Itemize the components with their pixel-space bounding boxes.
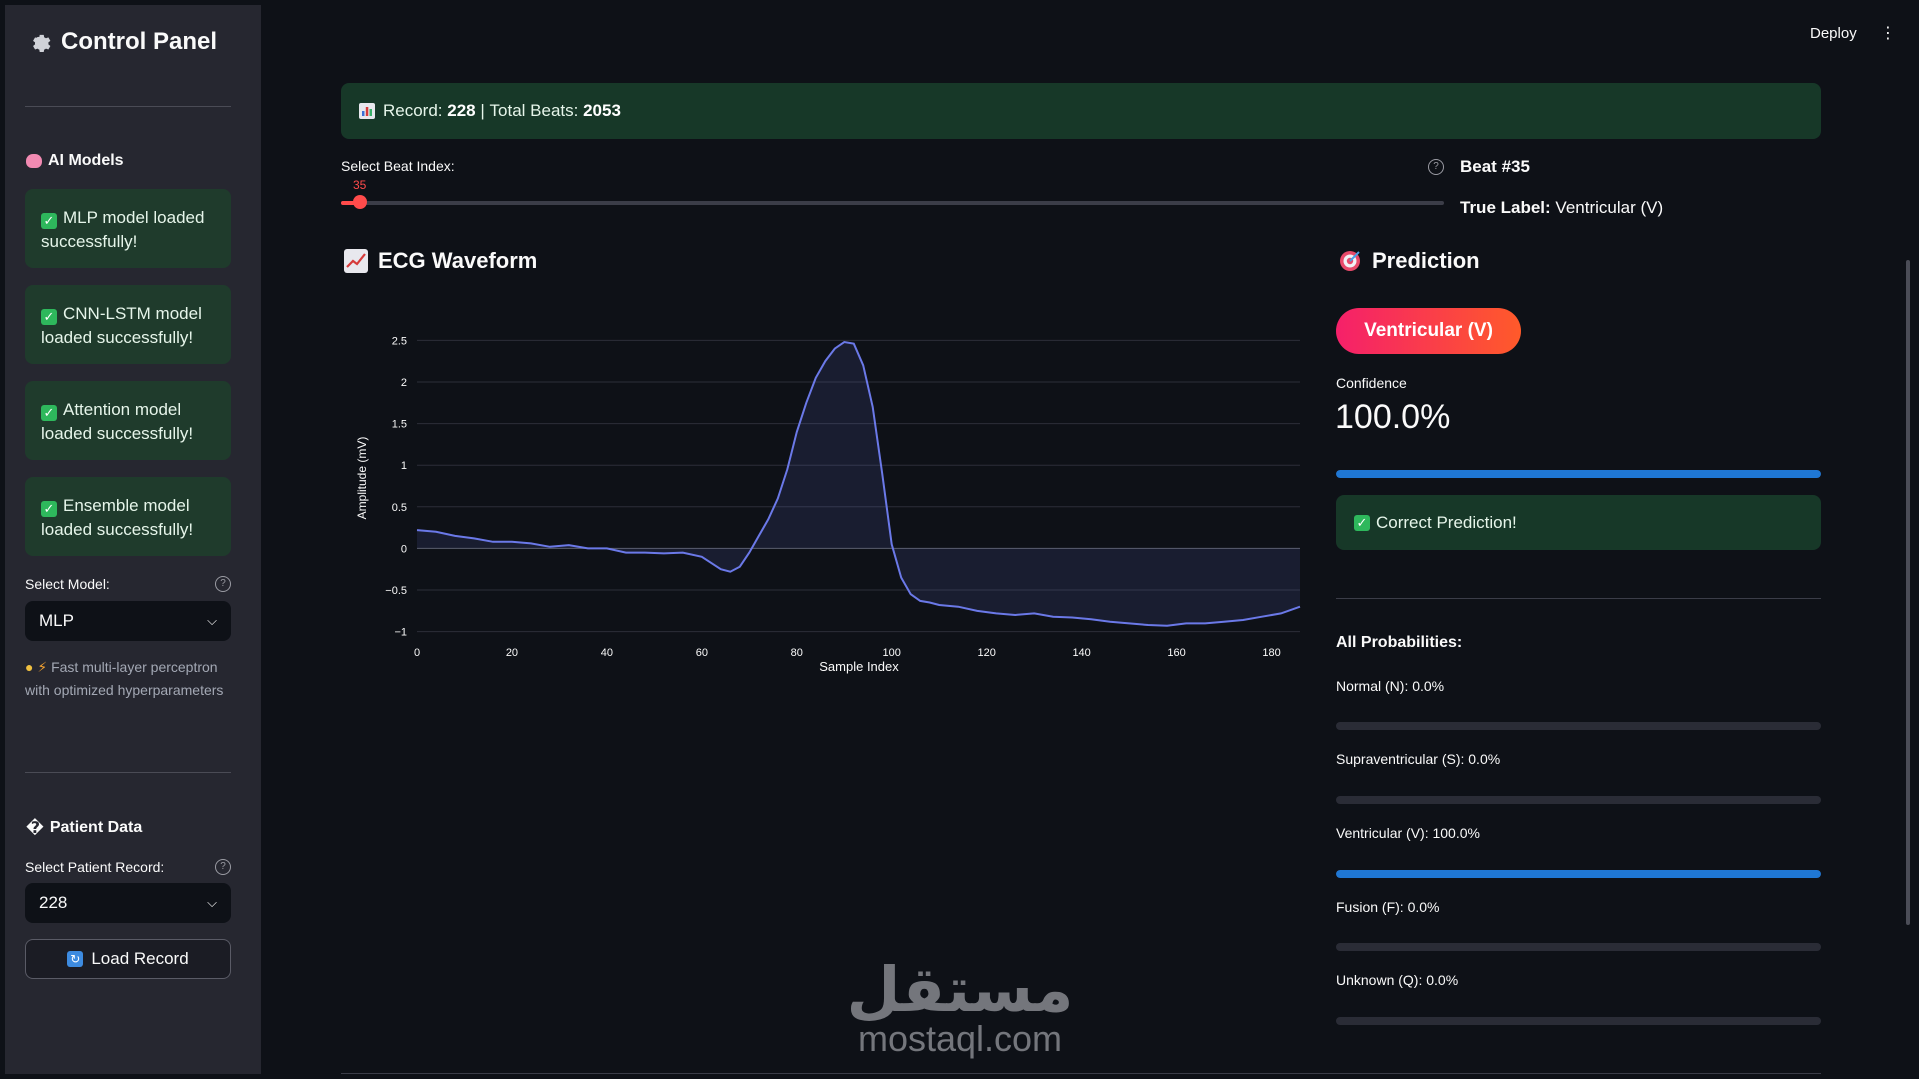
select-model-label: Select Model: ? (25, 576, 231, 592)
ecg-chart: −1 −0.5 0 0.5 1 1.5 2 2.5 0 20 40 60 80 100 120 140 160 1… (355, 335, 1301, 674)
watermark-arabic: مستقل (846, 953, 1074, 1026)
prediction-badge: Ventricular (V) (1336, 308, 1521, 354)
x-tick-label: 0 (414, 647, 420, 659)
sidebar-divider (25, 106, 231, 107)
prediction-divider (1336, 598, 1821, 599)
ensemble-loaded-alert: ✓ Ensemble model loaded successfully! (25, 477, 231, 556)
slider-fill (341, 201, 360, 205)
gear-icon (33, 34, 51, 52)
lightbulb-icon: ● (25, 659, 34, 675)
lightning-icon: ⚡ (37, 659, 48, 675)
y-tick-label: −1 (394, 627, 407, 639)
y-tick-label: −0.5 (385, 585, 407, 597)
attention-loaded-alert: ✓ Attention model loaded successfully! (25, 381, 231, 460)
x-tick-label: 60 (696, 647, 708, 659)
model-caption: ● ⚡ Fast multi-layer perceptron with opt… (25, 659, 224, 698)
help-icon[interactable]: ? (215, 576, 231, 592)
deploy-button[interactable]: Deploy (1810, 25, 1857, 42)
help-icon[interactable]: ? (1428, 159, 1444, 175)
record-select[interactable]: 228 ⌵ (25, 883, 231, 923)
y-tick-label: 1 (401, 460, 407, 472)
target-icon (1340, 251, 1360, 271)
beat-index-slider[interactable] (341, 195, 1444, 209)
prob-bar-normal (1336, 722, 1821, 730)
true-label: True Label: Ventricular (V) (1460, 198, 1664, 217)
y-tick-label: 0 (401, 543, 407, 555)
patient-data-heading: � Patient Data (26, 819, 143, 837)
prob-label-ventricular: Ventricular (V): 100.0% (1336, 825, 1480, 841)
record-info-bar: Record: 228 | Total Beats: 2053 (341, 83, 1821, 139)
confidence-bar-fill (1336, 470, 1821, 478)
confidence-label: Confidence (1336, 375, 1407, 391)
prob-bar-ventricular (1336, 870, 1821, 878)
check-icon: ✓ (1354, 514, 1370, 531)
ai-models-heading: AI Models (26, 152, 124, 170)
beat-index-value: 35 (353, 178, 367, 192)
check-icon: ✓ (41, 213, 57, 229)
check-icon: ✓ (41, 405, 57, 421)
x-tick-label: 140 (1072, 647, 1090, 659)
prob-bar-unknown (1336, 1017, 1821, 1025)
beat-index-label: Select Beat Index: (341, 158, 455, 174)
ecg-waveform-heading: ECG Waveform (344, 248, 537, 274)
x-axis-label: Sample Index (819, 659, 899, 674)
confidence-value: 100.0% (1335, 398, 1451, 436)
help-icon[interactable]: ? (215, 859, 231, 875)
chevron-down-icon: ⌵ (207, 613, 217, 628)
sidebar-title-text: Control Panel (61, 28, 218, 55)
x-tick-label: 80 (791, 647, 803, 659)
select-record-label: Select Patient Record: ? (25, 859, 231, 875)
prob-label-fusion: Fusion (F): 0.0% (1336, 899, 1440, 915)
prob-bar-fusion (1336, 943, 1821, 951)
check-icon: ✓ (41, 501, 57, 517)
load-record-button[interactable]: ↻ Load Record (25, 939, 231, 979)
more-options-icon[interactable]: ⋮ (1880, 25, 1896, 42)
prob-bar-fill (1336, 870, 1821, 878)
unknown-glyph-icon: � (26, 820, 44, 837)
watermark-latin: mostaql.com (857, 1018, 1063, 1059)
y-tick-label: 1.5 (392, 419, 407, 431)
beat-title: Beat #35 (1460, 157, 1530, 176)
confidence-bar (1336, 470, 1821, 478)
y-tick-label: 2 (401, 377, 407, 389)
chevron-down-icon: ⌵ (207, 895, 217, 910)
refresh-icon: ↻ (67, 951, 84, 967)
y-axis-label: Amplitude (mV) (355, 437, 369, 520)
x-tick-label: 100 (883, 647, 901, 659)
prob-label-unknown: Unknown (Q): 0.0% (1336, 972, 1459, 988)
all-probabilities-heading: All Probabilities: (1336, 634, 1463, 651)
x-tick-label: 160 (1167, 647, 1185, 659)
bar-chart-icon (359, 103, 375, 119)
page-scrollbar[interactable] (1906, 260, 1910, 925)
bottom-divider (341, 1073, 1821, 1074)
model-select[interactable]: MLP ⌵ (25, 601, 231, 641)
sidebar-divider (25, 772, 231, 773)
x-tick-label: 40 (601, 647, 613, 659)
chart-increasing-icon (344, 249, 368, 273)
slider-thumb[interactable] (352, 195, 367, 209)
cnn-lstm-loaded-alert: ✓ CNN-LSTM model loaded successfully! (25, 285, 231, 364)
prob-bar-supraventricular (1336, 796, 1821, 804)
sidebar-title: Control Panel (29, 28, 217, 56)
correct-prediction-alert: ✓ Correct Prediction! (1336, 495, 1821, 550)
brain-icon (26, 154, 42, 168)
mlp-loaded-alert: ✓ MLP model loaded successfully! (25, 189, 231, 268)
prediction-heading: Prediction (1338, 248, 1480, 274)
x-tick-label: 120 (977, 647, 995, 659)
check-icon: ✓ (41, 309, 57, 325)
y-tick-label: 2.5 (392, 335, 407, 347)
x-tick-label: 180 (1262, 647, 1280, 659)
ecg-line (416, 340, 1301, 627)
ecg-area-fill (417, 342, 1300, 626)
y-tick-label: 0.5 (392, 502, 407, 514)
watermark: مستقل mostaql.com (840, 953, 1080, 1059)
x-tick-label: 20 (506, 647, 518, 659)
prob-label-normal: Normal (N): 0.0% (1336, 678, 1445, 694)
prob-label-supraventricular: Supraventricular (S): 0.0% (1336, 751, 1501, 767)
